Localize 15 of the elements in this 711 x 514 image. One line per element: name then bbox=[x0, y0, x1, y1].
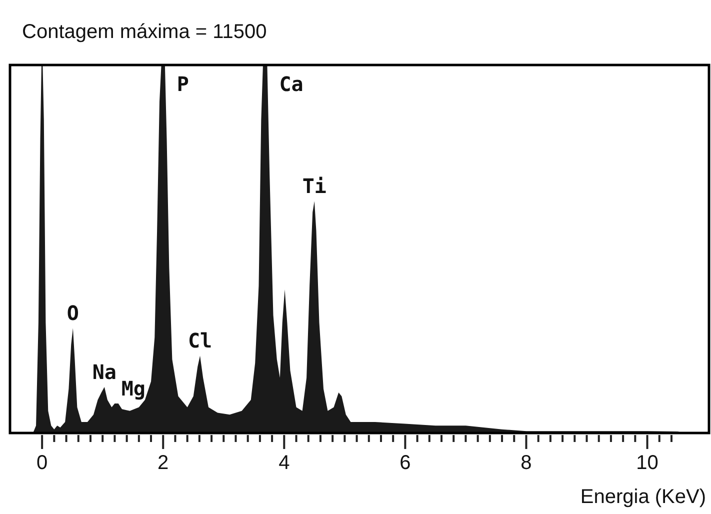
annotation: Ca bbox=[279, 72, 304, 96]
x-tick-label: 8 bbox=[520, 452, 532, 474]
annotation: Cl bbox=[188, 328, 212, 353]
annotation: O bbox=[66, 301, 79, 326]
annotation: Ti bbox=[302, 174, 326, 198]
annotation: P bbox=[176, 72, 189, 96]
annotation: Na bbox=[92, 360, 116, 384]
chart-title: Contagem máxima = 11500 bbox=[22, 21, 267, 43]
annotation: Mg bbox=[121, 376, 146, 401]
x-tick-label: 0 bbox=[36, 452, 48, 474]
x-tick-label: 10 bbox=[636, 452, 658, 474]
x-axis-title: Energia (KeV) bbox=[580, 486, 706, 508]
x-tick-label: 2 bbox=[158, 452, 169, 474]
x-tick-label: 6 bbox=[400, 452, 411, 474]
x-tick-label: 4 bbox=[278, 452, 290, 474]
